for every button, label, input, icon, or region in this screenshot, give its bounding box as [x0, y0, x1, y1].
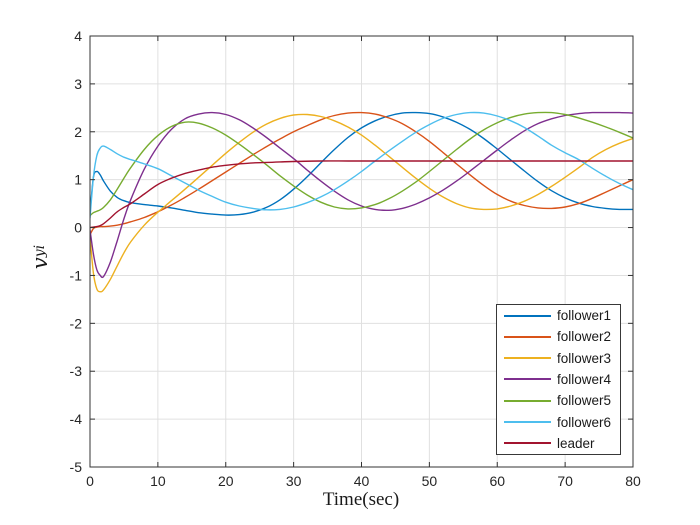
legend-label: follower2 — [557, 329, 612, 345]
y-tick-label: 0 — [74, 220, 82, 236]
legend-item-follower1: follower1 — [497, 305, 620, 326]
series-line-follower2 — [90, 111, 633, 236]
legend-line-sample — [504, 399, 551, 402]
series-line-leader — [90, 160, 633, 229]
y-tick-label: 4 — [74, 28, 82, 44]
series-line-follower1 — [90, 111, 633, 216]
legend-line-sample — [504, 314, 551, 317]
x-tick-label: 70 — [557, 473, 573, 489]
y-tick-label: 2 — [74, 124, 82, 140]
x-tick-label: 30 — [286, 473, 302, 489]
y-tick-label: -3 — [70, 363, 83, 379]
legend-item-follower6: follower6 — [497, 412, 620, 433]
series-line-follower4 — [90, 111, 633, 279]
y-tick-label: -1 — [70, 267, 83, 283]
legend-line-sample — [504, 378, 551, 381]
legend-label: follower1 — [557, 308, 612, 324]
series-line-follower6 — [90, 111, 633, 219]
series-line-follower5 — [90, 111, 633, 217]
x-tick-label: 20 — [218, 473, 234, 489]
y-tick-label: -4 — [70, 411, 83, 427]
x-tick-label: 10 — [150, 473, 166, 489]
legend-line-sample — [504, 357, 551, 360]
legend-line-sample — [504, 442, 551, 445]
legend-item-follower4: follower4 — [497, 369, 620, 390]
x-tick-label: 50 — [422, 473, 438, 489]
legend-item-follower2: follower2 — [497, 326, 620, 347]
legend-label: follower5 — [557, 393, 612, 409]
legend-box: follower1 follower2 follower3 follower4 foll… — [496, 304, 621, 455]
y-tick-label: -5 — [70, 459, 83, 475]
x-axis-label: Time(sec) — [322, 489, 400, 510]
x-tick-label: 60 — [489, 473, 505, 489]
x-tick-label: 80 — [625, 473, 641, 489]
y-axis-label-main: v — [28, 257, 52, 270]
y-tick-label: 3 — [74, 76, 82, 92]
legend-line-sample — [504, 335, 551, 338]
y-tick-label: -2 — [70, 315, 83, 331]
legend-label: follower3 — [557, 350, 612, 366]
y-tick-label: 1 — [74, 172, 82, 188]
legend-line-sample — [504, 421, 551, 424]
legend-item-follower5: follower5 — [497, 390, 620, 411]
x-tick-label: 40 — [354, 473, 370, 489]
legend-item-follower3: follower3 — [497, 348, 620, 369]
legend-item-leader: leader — [497, 433, 620, 454]
series-line-follower3 — [90, 113, 633, 293]
legend-label: follower6 — [557, 414, 612, 430]
x-tick-label: 0 — [86, 473, 94, 489]
legend-label: follower4 — [557, 371, 612, 387]
legend-label: leader — [557, 435, 595, 451]
y-axis-label: v yi — [28, 244, 52, 270]
